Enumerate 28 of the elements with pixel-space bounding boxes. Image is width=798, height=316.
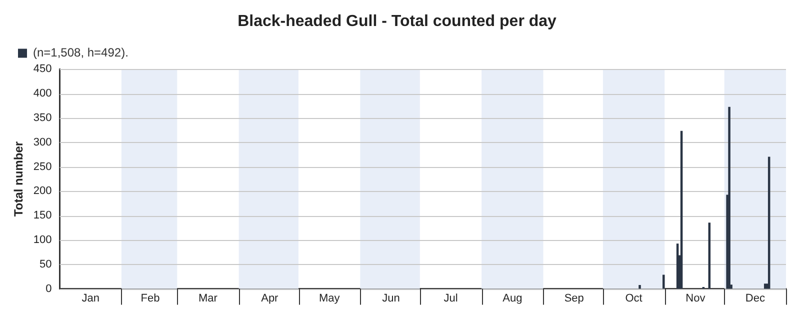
x-tick-label: Jan	[82, 292, 100, 304]
y-tick-label: 100	[33, 234, 52, 246]
x-tick-label: May	[318, 292, 340, 304]
x-tick-label: Jul	[444, 292, 458, 304]
chart-title: Black-headed Gull - Total counted per day	[238, 13, 557, 30]
x-tick-label: Dec	[745, 292, 766, 304]
x-tick-label: Jun	[382, 292, 400, 304]
bar	[638, 285, 641, 289]
x-tick-label: Apr	[261, 292, 279, 304]
y-tick-label: 0	[46, 282, 52, 295]
y-tick-label: 450	[33, 63, 52, 76]
x-tick-label: Mar	[198, 292, 218, 304]
x-tick-label: Aug	[502, 292, 522, 304]
legend-label: (n=1,508, h=492).	[33, 46, 128, 60]
y-tick-label: 150	[33, 210, 52, 222]
x-tick-label: Oct	[625, 292, 642, 304]
y-tick-label: 300	[33, 136, 52, 148]
y-tick-label: 50	[40, 258, 52, 270]
bar	[728, 106, 730, 289]
x-tick-label: Nov	[686, 292, 706, 304]
bar	[662, 274, 665, 289]
y-tick-label: 250	[33, 160, 52, 173]
y-tick-label: 350	[33, 112, 52, 124]
y-tick-label: 200	[33, 185, 52, 198]
x-tick-label: Sep	[564, 292, 584, 304]
y-axis-title: Total number	[12, 141, 26, 217]
y-tick-label: 400	[33, 88, 52, 100]
x-tick-label: Feb	[140, 292, 160, 304]
